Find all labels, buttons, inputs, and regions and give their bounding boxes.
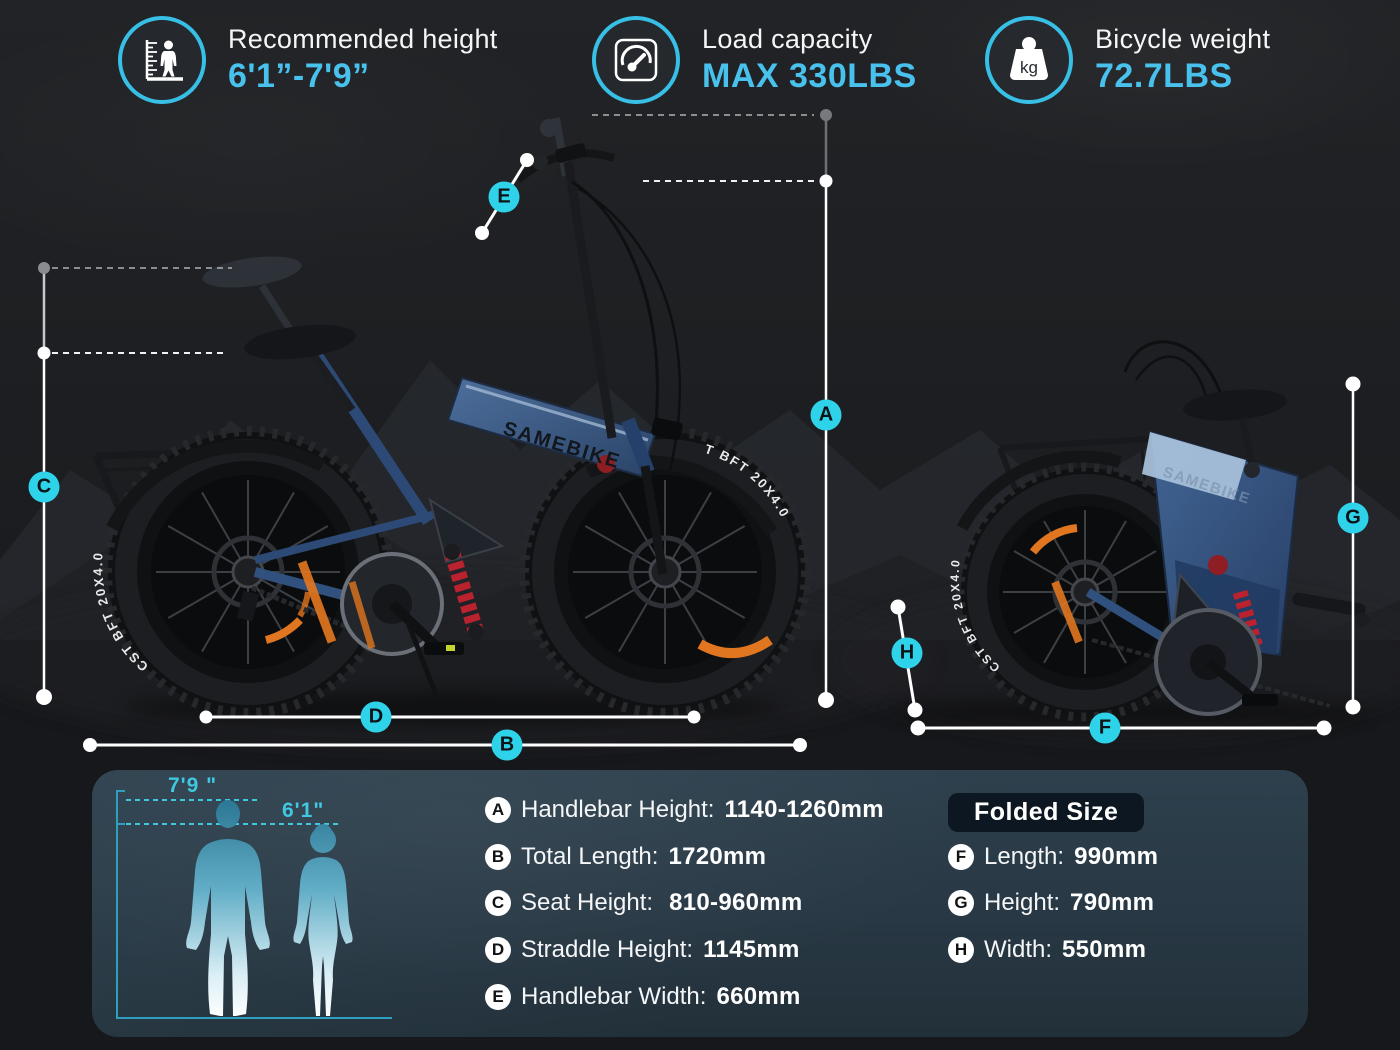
spec-value: 1720mm bbox=[668, 843, 767, 870]
marker-d-straddle-height: D bbox=[360, 701, 392, 733]
spec-label: Total Length: bbox=[521, 843, 659, 870]
svg-text:T BFT 20X4.0: T BFT 20X4.0 bbox=[703, 441, 793, 521]
spec-label: Width: bbox=[984, 936, 1053, 963]
spec-row-handlebar-height: A Handlebar Height: 1140-1260mm bbox=[485, 795, 884, 825]
suspension-spring bbox=[444, 544, 484, 640]
spec-label: Height: bbox=[984, 889, 1061, 916]
spec-value: 790mm bbox=[1070, 889, 1155, 916]
spec-value: 550mm bbox=[1062, 936, 1147, 963]
spec-label: Handlebar Height: bbox=[521, 796, 715, 823]
marker-e-handlebar-width: E bbox=[488, 181, 520, 213]
folded-size-heading: Folded Size bbox=[948, 793, 1145, 832]
kg-icon-label: kg bbox=[1020, 58, 1038, 77]
badge-title: Load capacity bbox=[702, 24, 873, 54]
speedometer-icon bbox=[592, 16, 680, 104]
kg-weight-icon: kg bbox=[985, 16, 1073, 104]
folded-fender bbox=[956, 450, 1122, 531]
spec-label: Seat Height: bbox=[521, 889, 654, 916]
marker-c-seat-height: C bbox=[28, 471, 60, 503]
spec-label: Straddle Height: bbox=[521, 936, 694, 963]
folded-frame: SAMEBIKE bbox=[1123, 340, 1300, 657]
rear-rack bbox=[92, 446, 303, 573]
spec-row-folded-height: G Height: 790mm bbox=[948, 888, 1154, 918]
spec-value: 660mm bbox=[716, 983, 801, 1010]
spec-row-folded-width: H Width: 550mm bbox=[948, 935, 1146, 965]
folded-brand-decal: SAMEBIKE bbox=[1161, 464, 1253, 508]
folded-bike-illustration: CST BFT 20X4.0 SAMEBIKE bbox=[890, 340, 1370, 725]
svg-text:CST BFT 20X4.0: CST BFT 20X4.0 bbox=[90, 551, 151, 675]
tire-text-rear: CST BFT 20X4.0 bbox=[90, 551, 149, 675]
spec-letter-badge: D bbox=[485, 937, 511, 963]
badge-bicycle-weight: kg Bicycle weight 72.7LBS bbox=[985, 16, 1270, 104]
spec-letter-badge: A bbox=[485, 797, 511, 823]
height-ruler-icon bbox=[118, 16, 206, 104]
badge-title: Recommended height bbox=[228, 24, 498, 54]
female-silhouette bbox=[293, 824, 353, 1016]
spec-row-straddle-height: D Straddle Height: 1145mm bbox=[485, 935, 800, 965]
male-silhouette bbox=[186, 800, 270, 1016]
svg-text:CST BFT 20X4.0: CST BFT 20X4.0 bbox=[948, 558, 1003, 675]
spec-row-folded-length: F Length: 990mm bbox=[948, 842, 1158, 872]
spec-label: Length: bbox=[984, 843, 1065, 870]
spec-value: 990mm bbox=[1074, 843, 1159, 870]
measurement-overlay bbox=[36, 109, 1361, 752]
front-fender bbox=[585, 454, 778, 536]
spec-letter-badge: G bbox=[948, 890, 974, 916]
spec-letter-badge: E bbox=[485, 984, 511, 1010]
bike-frame: SAMEBIKE bbox=[253, 352, 657, 615]
tire-text-front: T BFT 20X4.0 bbox=[703, 441, 791, 521]
spec-value: 1145mm bbox=[703, 936, 800, 963]
ghost-max-positions bbox=[202, 117, 570, 350]
spec-row-seat-height: C Seat Height: 810-960mm bbox=[485, 888, 803, 918]
spec-letter-badge: C bbox=[485, 890, 511, 916]
handlebar-stem bbox=[515, 143, 683, 575]
tall-height-label: 7'9 " bbox=[168, 774, 218, 797]
spec-value: 810-960mm bbox=[669, 889, 803, 916]
front-wheel bbox=[519, 426, 811, 718]
short-height-label: 6'1" bbox=[282, 799, 325, 822]
height-bracket-line bbox=[116, 790, 392, 1019]
height-comparison-silhouettes bbox=[116, 790, 392, 1019]
marker-b-total-length: B bbox=[491, 729, 523, 761]
spec-letter-badge: B bbox=[485, 844, 511, 870]
spec-letter-badge: H bbox=[948, 937, 974, 963]
drivetrain bbox=[236, 552, 464, 701]
spec-row-handlebar-width: E Handlebar Width: 660mm bbox=[485, 982, 801, 1012]
badge-value: 6'1”-7'9” bbox=[228, 57, 370, 95]
spec-letter-badge: F bbox=[948, 844, 974, 870]
marker-h-folded-width: H bbox=[891, 637, 923, 669]
main-bike-illustration: CST BFT 20X4.0 T BFT 20X4.0 bbox=[90, 117, 811, 723]
saddle bbox=[244, 324, 356, 413]
bike-brand-decal: SAMEBIKE bbox=[501, 418, 624, 474]
marker-g-folded-height: G bbox=[1337, 502, 1369, 534]
folded-drivetrain bbox=[1085, 572, 1369, 716]
rear-wheel bbox=[102, 426, 394, 718]
badge-value: MAX 330LBS bbox=[702, 57, 917, 95]
specs-panel: 7'9 " 6'1" A Handlebar Height: 1140-1260… bbox=[92, 770, 1308, 1037]
tire-text-folded: CST BFT 20X4.0 bbox=[948, 558, 1001, 675]
rear-fender bbox=[106, 439, 326, 532]
spec-value: 1140-1260mm bbox=[724, 796, 884, 823]
spec-label: Handlebar Width: bbox=[521, 983, 707, 1010]
badge-value: 72.7LBS bbox=[1095, 57, 1233, 95]
badge-recommended-height: Recommended height 6'1”-7'9” bbox=[118, 16, 498, 104]
marker-f-folded-length: F bbox=[1089, 712, 1121, 744]
spec-row-total-length: B Total Length: 1720mm bbox=[485, 842, 766, 872]
badge-load-capacity: Load capacity MAX 330LBS bbox=[592, 16, 917, 104]
folded-rear-rack bbox=[997, 435, 1191, 538]
marker-a-handlebar-height: A bbox=[810, 399, 842, 431]
folded-rear-wheel bbox=[955, 462, 1215, 722]
badge-title: Bicycle weight bbox=[1095, 24, 1271, 54]
